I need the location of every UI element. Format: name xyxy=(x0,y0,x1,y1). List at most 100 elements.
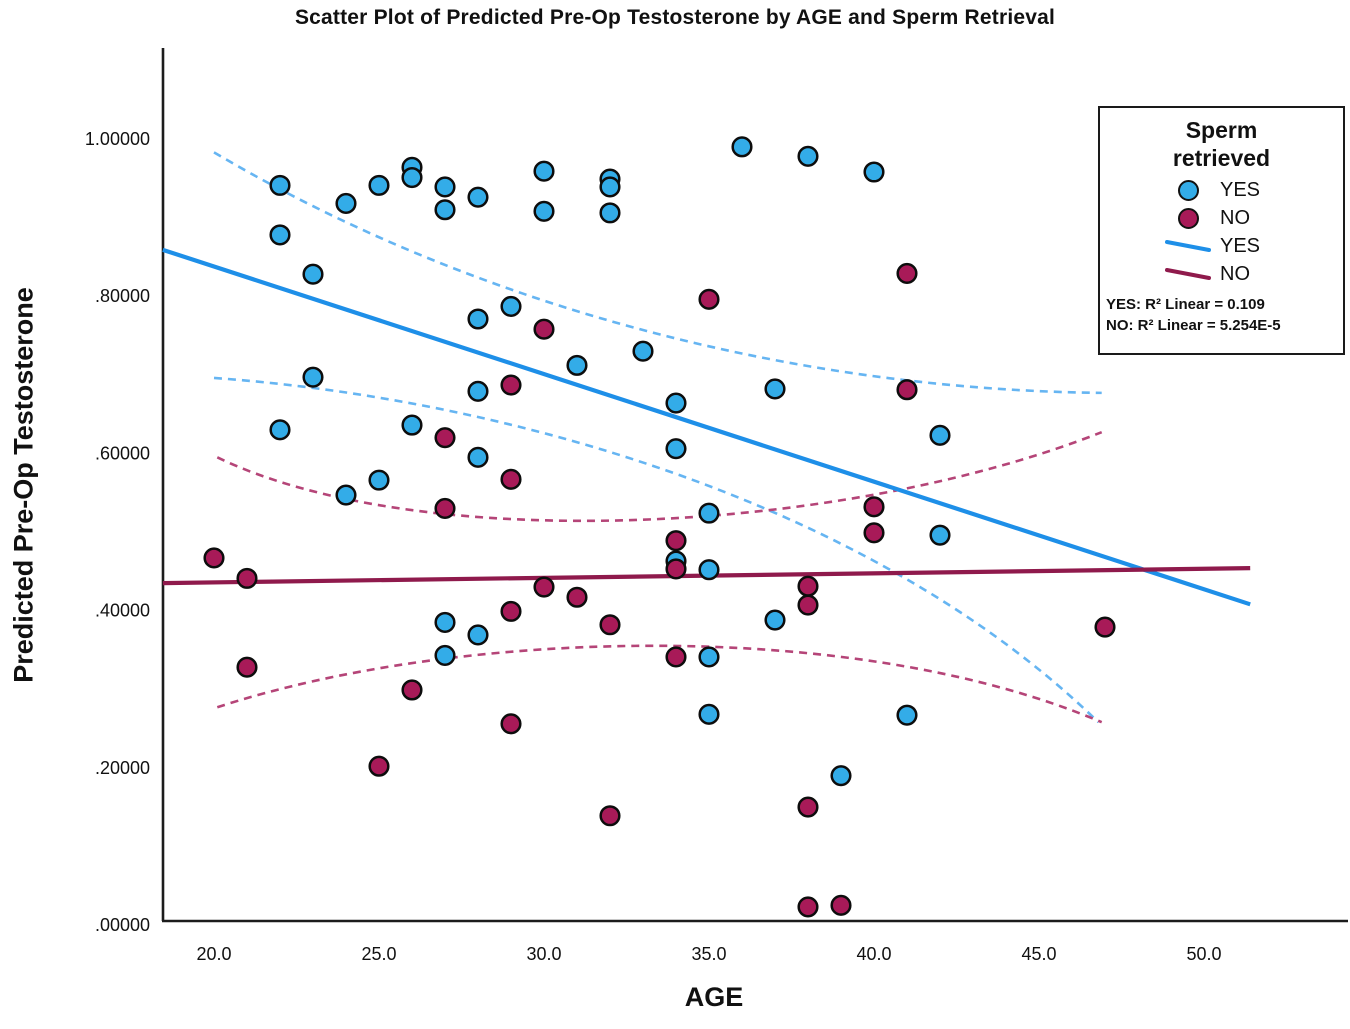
chart-title: Scatter Plot of Predicted Pre-Op Testost… xyxy=(294,6,1056,29)
data-point-yes xyxy=(467,380,489,402)
r2-annotation-yes: YES: R² Linear = 0.109 xyxy=(1106,296,1265,313)
x-tick-label: 30.0 xyxy=(526,944,561,964)
data-point-yes xyxy=(335,484,357,506)
data-point-yes xyxy=(368,469,390,491)
data-point-yes xyxy=(764,609,786,631)
data-point-yes xyxy=(302,366,324,388)
legend-entry-label: YES xyxy=(1220,178,1261,201)
data-point-yes xyxy=(401,414,423,436)
data-point-yes xyxy=(830,765,852,787)
legend-entry-label: NO xyxy=(1220,206,1250,229)
x-tick-label: 25.0 xyxy=(361,944,396,964)
y-tick-label: .00000 xyxy=(95,915,150,935)
data-point-yes xyxy=(434,199,456,221)
data-point-no xyxy=(896,379,918,401)
x-tick-label: 40.0 xyxy=(856,944,891,964)
data-point-yes xyxy=(533,200,555,222)
data-point-no xyxy=(665,646,687,668)
data-point-yes xyxy=(698,502,720,524)
data-point-yes xyxy=(665,392,687,414)
data-point-yes xyxy=(302,263,324,285)
data-point-yes xyxy=(269,224,291,246)
data-point-yes xyxy=(665,438,687,460)
data-point-no xyxy=(797,594,819,616)
data-point-no xyxy=(797,575,819,597)
data-point-no xyxy=(863,522,885,544)
data-point-no xyxy=(500,468,522,490)
r2-annotation-no: NO: R² Linear = 5.254E-5 xyxy=(1106,317,1281,334)
fit-line-yes xyxy=(162,247,1251,607)
legend-title: Sperm retrieved xyxy=(1172,117,1271,171)
data-point-yes xyxy=(632,340,654,362)
data-point-no xyxy=(665,530,687,552)
data-point-no xyxy=(830,894,852,916)
data-point-yes xyxy=(434,644,456,666)
ci-upper-yes xyxy=(213,151,1102,395)
yes-marker-icon xyxy=(1177,179,1199,201)
data-point-yes xyxy=(764,378,786,400)
data-point-no xyxy=(236,567,258,589)
legend-entry-yes-line: YES xyxy=(1100,232,1343,260)
data-point-yes xyxy=(929,424,951,446)
data-point-no xyxy=(1094,616,1116,638)
data-point-yes xyxy=(731,136,753,158)
data-point-no xyxy=(500,374,522,396)
data-point-yes xyxy=(467,186,489,208)
data-point-yes xyxy=(467,308,489,330)
data-point-yes xyxy=(269,174,291,196)
data-point-yes xyxy=(566,354,588,376)
yes-fitline-icon xyxy=(1165,240,1211,252)
legend-entry-label: YES xyxy=(1220,234,1261,257)
data-point-no xyxy=(500,713,522,735)
data-point-no xyxy=(368,755,390,777)
data-point-no xyxy=(533,318,555,340)
no-marker-icon xyxy=(1177,207,1199,229)
data-point-yes xyxy=(401,166,423,189)
legend-box: Sperm retrieved YES NO YES NO xyxy=(1098,106,1345,355)
data-point-no xyxy=(236,656,258,678)
data-point-yes xyxy=(797,145,819,167)
data-point-yes xyxy=(599,176,621,198)
no-fitline-icon xyxy=(1165,268,1211,280)
data-point-yes xyxy=(467,624,489,646)
data-point-no xyxy=(797,796,819,818)
data-point-yes xyxy=(698,703,720,725)
data-point-no xyxy=(599,614,621,636)
ci-lower-yes xyxy=(213,376,1100,724)
legend-entry-yes-marker: YES xyxy=(1100,176,1343,204)
data-point-no xyxy=(896,262,918,284)
legend-entry-label: NO xyxy=(1220,262,1250,285)
x-tick-label: 20.0 xyxy=(196,944,231,964)
data-point-yes xyxy=(434,176,456,198)
data-point-yes xyxy=(434,611,456,633)
x-axis-title: AGE xyxy=(684,982,744,1012)
data-point-yes xyxy=(863,161,885,183)
y-tick-label: .40000 xyxy=(95,601,150,621)
x-tick-label: 50.0 xyxy=(1186,944,1221,964)
data-point-no xyxy=(698,288,720,310)
data-point-no xyxy=(401,679,423,701)
data-point-yes xyxy=(500,295,522,317)
data-point-no xyxy=(533,576,555,598)
data-point-no xyxy=(665,558,687,580)
data-point-no xyxy=(500,600,522,622)
data-point-yes xyxy=(896,704,918,726)
data-point-no xyxy=(434,427,456,449)
legend-entry-no-marker: NO xyxy=(1100,204,1343,232)
data-point-yes xyxy=(929,524,951,546)
data-point-yes xyxy=(698,559,720,581)
y-tick-label: 1.00000 xyxy=(85,129,150,149)
data-point-no xyxy=(599,805,621,827)
y-tick-label: .80000 xyxy=(95,286,150,306)
data-point-no xyxy=(863,496,885,518)
ci-upper-no xyxy=(216,430,1103,523)
ci-lower-no xyxy=(216,644,1103,724)
data-point-no xyxy=(203,547,225,569)
data-point-yes xyxy=(467,446,489,468)
data-point-no xyxy=(566,586,588,608)
data-point-no xyxy=(797,896,819,918)
x-tick-label: 35.0 xyxy=(691,944,726,964)
legend-entry-no-line: NO xyxy=(1100,260,1343,288)
x-tick-label: 45.0 xyxy=(1021,944,1056,964)
